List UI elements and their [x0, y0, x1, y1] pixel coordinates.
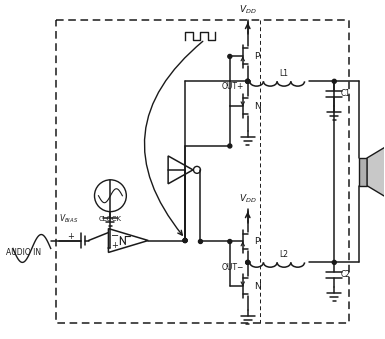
Circle shape	[183, 239, 187, 242]
Text: P: P	[254, 52, 259, 61]
Circle shape	[332, 79, 336, 83]
Circle shape	[246, 260, 250, 264]
Circle shape	[199, 240, 203, 243]
Text: L1: L1	[279, 69, 288, 78]
Circle shape	[332, 260, 336, 264]
Polygon shape	[367, 146, 385, 198]
Bar	[359, 158, 367, 186]
Text: AUDIO IN: AUDIO IN	[6, 248, 41, 257]
Text: −: −	[111, 231, 119, 241]
Text: P: P	[254, 237, 259, 246]
Text: +: +	[111, 241, 118, 250]
Circle shape	[246, 79, 250, 83]
Text: +: +	[67, 232, 74, 241]
Text: $V_{DD}$: $V_{DD}$	[239, 3, 256, 16]
Text: C1: C1	[340, 89, 350, 98]
Text: OUT+: OUT+	[221, 82, 244, 91]
Text: N: N	[254, 102, 260, 111]
Text: $V_{BIAS}$: $V_{BIAS}$	[59, 212, 78, 224]
Text: N: N	[254, 282, 260, 291]
Circle shape	[246, 79, 250, 83]
Circle shape	[228, 240, 232, 243]
Text: L2: L2	[279, 251, 288, 259]
Circle shape	[183, 239, 187, 242]
Text: CLOCK: CLOCK	[99, 216, 122, 222]
Bar	[56, 20, 349, 323]
Text: $V_{DD}$: $V_{DD}$	[239, 192, 256, 205]
Circle shape	[228, 55, 232, 58]
Text: OUT−: OUT−	[221, 263, 244, 272]
Circle shape	[246, 79, 250, 83]
Text: C2: C2	[340, 270, 350, 279]
Circle shape	[246, 260, 250, 264]
Circle shape	[183, 239, 187, 242]
Circle shape	[228, 144, 232, 148]
